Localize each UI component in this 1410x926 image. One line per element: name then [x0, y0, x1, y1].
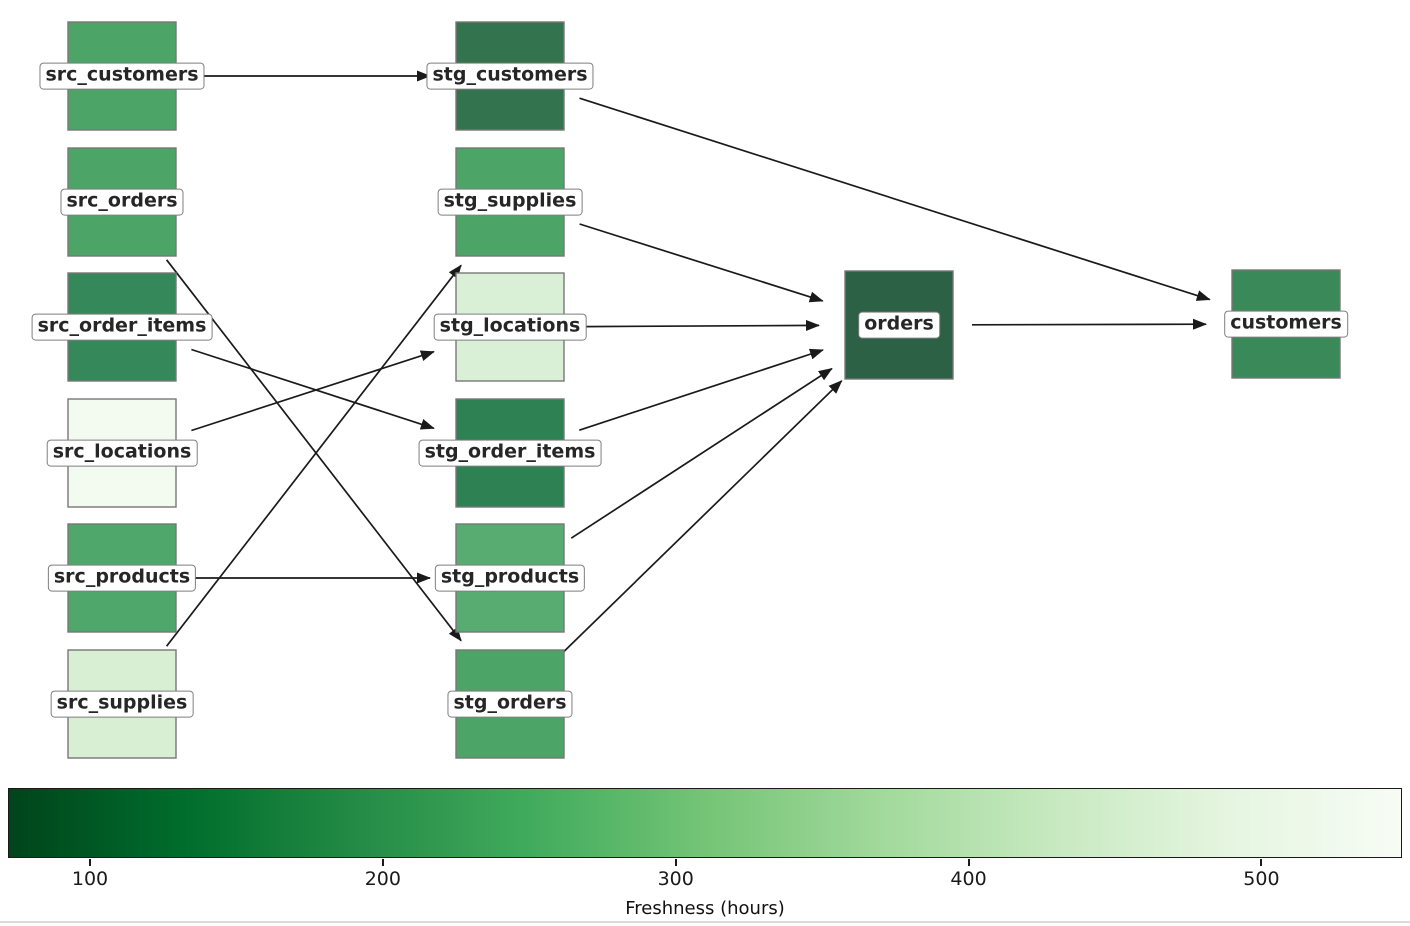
node-square-stg_orders — [455, 649, 565, 759]
node-square-src_products — [67, 523, 177, 633]
edges-layer — [165, 70, 1211, 654]
edge-stg_order_items-to-orders — [579, 348, 824, 432]
colorbar-axis-label: Freshness (hours) — [625, 898, 785, 919]
node-square-src_customers — [67, 21, 177, 131]
colorbar-tick-label: 200 — [364, 868, 401, 890]
colorbar-tick-mark — [1260, 859, 1263, 866]
edge-src_locations-to-stg_locations — [191, 350, 435, 432]
node-square-stg_locations — [455, 272, 565, 382]
edge-stg_supplies-to-orders — [579, 223, 824, 303]
node-square-src_locations — [67, 398, 177, 508]
edge-stg_orders-to-orders — [561, 380, 843, 654]
node-square-stg_order_items — [455, 398, 565, 508]
colorbar-tick-mark — [381, 859, 384, 866]
figure-bottom-border — [0, 921, 1410, 923]
node-square-src_order_items — [67, 272, 177, 382]
edge-src_orders-to-stg_orders — [165, 259, 462, 642]
node-square-customers — [1231, 269, 1341, 379]
edge-stg_products-to-orders — [570, 367, 833, 539]
colorbar-tick-mark — [89, 859, 91, 866]
node-square-src_supplies — [67, 649, 177, 759]
colorbar-tick-label: 500 — [1243, 868, 1280, 890]
colorbar-tick-label: 300 — [657, 868, 694, 890]
node-square-src_orders — [67, 147, 177, 257]
node-square-stg_customers — [455, 21, 565, 131]
colorbar-tick-label: 400 — [950, 868, 987, 890]
node-square-stg_products — [455, 523, 565, 633]
colorbar-tick-mark — [967, 859, 970, 866]
colorbar-tick-label: 100 — [71, 868, 109, 890]
edge-orders-to-customers — [971, 318, 1207, 330]
edge-src_supplies-to-stg_supplies — [165, 264, 462, 647]
node-square-orders — [844, 270, 954, 380]
edge-src_order_items-to-stg_order_items — [191, 348, 435, 430]
edge-stg_locations-to-orders — [582, 319, 820, 331]
node-square-stg_supplies — [455, 147, 565, 257]
colorbar-gradient — [8, 788, 1402, 858]
colorbar-tick-mark — [674, 859, 677, 866]
edge-stg_customers-to-customers — [579, 97, 1211, 301]
